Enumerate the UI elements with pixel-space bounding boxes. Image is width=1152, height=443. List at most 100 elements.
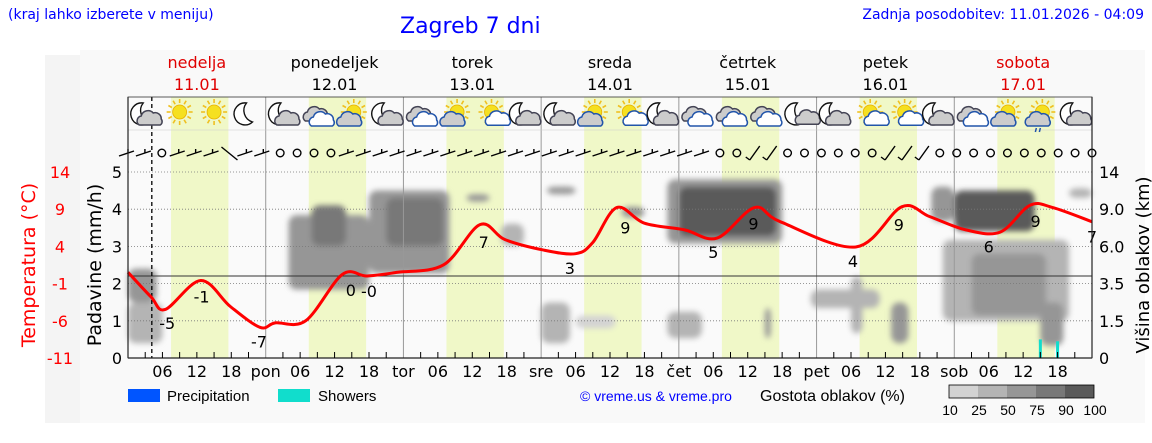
cloud-patch: [128, 302, 163, 344]
cloud-height-tick: 6.0: [1099, 237, 1124, 256]
cloud-shape: [721, 110, 749, 127]
sun-ray: [206, 119, 211, 124]
moon-cloud-icon: [543, 102, 577, 126]
sun-ray: [464, 104, 469, 109]
cloud-shape: [515, 109, 542, 126]
day-name: torek: [452, 53, 494, 72]
clouds-icon: [715, 105, 749, 127]
cloud-patch: [678, 186, 777, 237]
precip-tick: 0: [112, 349, 122, 368]
cloud-shape: [308, 110, 336, 127]
sun-ray: [342, 104, 347, 109]
sun-ray: [206, 100, 211, 105]
temperature-label: -5: [159, 314, 175, 333]
sun-ray: [1035, 100, 1039, 105]
cloud-patch: [931, 186, 955, 222]
wind-barb-icon: [186, 149, 202, 157]
moon-cloud-icon: [371, 102, 404, 126]
moon-cloud-icon: [508, 102, 542, 126]
day-name: sobota: [996, 53, 1050, 72]
wind-calm-icon: [799, 148, 809, 158]
shower-bar: [1038, 339, 1042, 358]
sun-cloud-icon: [335, 99, 367, 127]
wind-calm-icon: [275, 148, 285, 158]
sun-ray: [202, 104, 207, 109]
cloud-patch: [810, 289, 880, 309]
cloud-patch: [386, 197, 444, 246]
wind-barb-icon: [626, 149, 642, 157]
x-tick-label: 18: [1047, 362, 1067, 381]
wind-calm-icon: [1019, 148, 1029, 158]
temperature-tick: 4: [55, 237, 65, 256]
sun-ray: [449, 100, 454, 105]
wind-barb-icon: [372, 149, 388, 157]
wind-barb-icon: [507, 149, 524, 157]
x-tick-label: 18: [772, 362, 792, 381]
clouds-icon: [750, 105, 783, 127]
moon-cloud-icon: [267, 102, 301, 126]
cloud-patch: [1069, 188, 1092, 198]
wind-barb-icon: [221, 146, 238, 161]
day-date: 11.01: [174, 75, 220, 94]
cloud-shape: [484, 110, 512, 126]
moon-cloud-icon: [1059, 102, 1093, 126]
wind-calm-icon: [867, 148, 877, 158]
day-name: četrtek: [719, 53, 777, 72]
sun-ray: [877, 104, 882, 109]
precip-tick: 4: [112, 200, 122, 219]
density-scale-frame: [948, 384, 1095, 399]
moon-cloud-icon: [818, 102, 852, 126]
cloud-height-tick: 0: [1099, 349, 1109, 368]
x-tick-label: 12: [324, 362, 344, 381]
density-level-label: 100: [1083, 402, 1107, 418]
last-updated: Zadnja posodobitev: 11.01.2026 - 04:09: [862, 7, 1144, 23]
x-tick-label: tor: [392, 362, 415, 381]
cloud-shape: [1024, 110, 1052, 127]
wind-calm-icon: [326, 148, 336, 158]
day-date: 15.01: [725, 75, 771, 94]
sun-cloud-drizzle-icon: [1024, 99, 1056, 133]
cloud-shape: [136, 109, 163, 126]
cloud-height-tick: 14: [1099, 163, 1119, 182]
sun-ray: [221, 115, 226, 120]
location-hint: (kraj lahko izberete v meniju): [8, 7, 214, 23]
density-legend-title: Gostota oblakov (%): [760, 388, 905, 405]
cloud-shape: [335, 110, 363, 127]
sun-icon: [201, 99, 228, 125]
sun-ray: [498, 104, 504, 109]
cloud-shape: [863, 110, 890, 126]
wind-barb-icon: [473, 149, 490, 157]
wind-calm-icon: [1036, 148, 1046, 158]
sun-cloud-icon: [990, 99, 1021, 127]
wind-calm-icon: [816, 148, 826, 158]
sun-ray: [602, 104, 607, 109]
showers-legend-label: Showers: [318, 388, 376, 405]
copyright-link[interactable]: © vreme.us & vreme.pro: [580, 388, 732, 404]
x-tick-label: sob: [940, 362, 968, 381]
temperature-label: 9: [748, 214, 758, 233]
density-swatch: [949, 385, 978, 398]
sun-ray: [617, 115, 622, 120]
sun-ray: [460, 100, 465, 105]
cloud-shape: [622, 110, 649, 126]
sun-ray: [1049, 115, 1055, 120]
temperature-tick: -6: [52, 312, 68, 331]
density-level-label: 75: [1029, 402, 1045, 418]
sun-ray: [1011, 100, 1016, 105]
density-swatch: [1065, 385, 1094, 398]
wind-barb-icon: [575, 149, 591, 157]
x-tick-label: 06: [703, 362, 723, 381]
wind-barb-icon: [490, 149, 507, 157]
clouds-icon: [681, 105, 714, 127]
x-tick-label: 12: [462, 362, 482, 381]
temperature-label: -1: [194, 287, 210, 306]
wind-calm-icon: [1070, 148, 1080, 158]
sun-small-cloud-icon: [857, 99, 890, 126]
wind-barb-icon: [254, 149, 270, 157]
sun-ray: [1049, 104, 1055, 109]
sun-ray: [587, 100, 591, 105]
cloud-shape: [687, 110, 714, 127]
x-tick-label: 06: [290, 362, 310, 381]
wind-calm-icon: [1053, 148, 1063, 158]
